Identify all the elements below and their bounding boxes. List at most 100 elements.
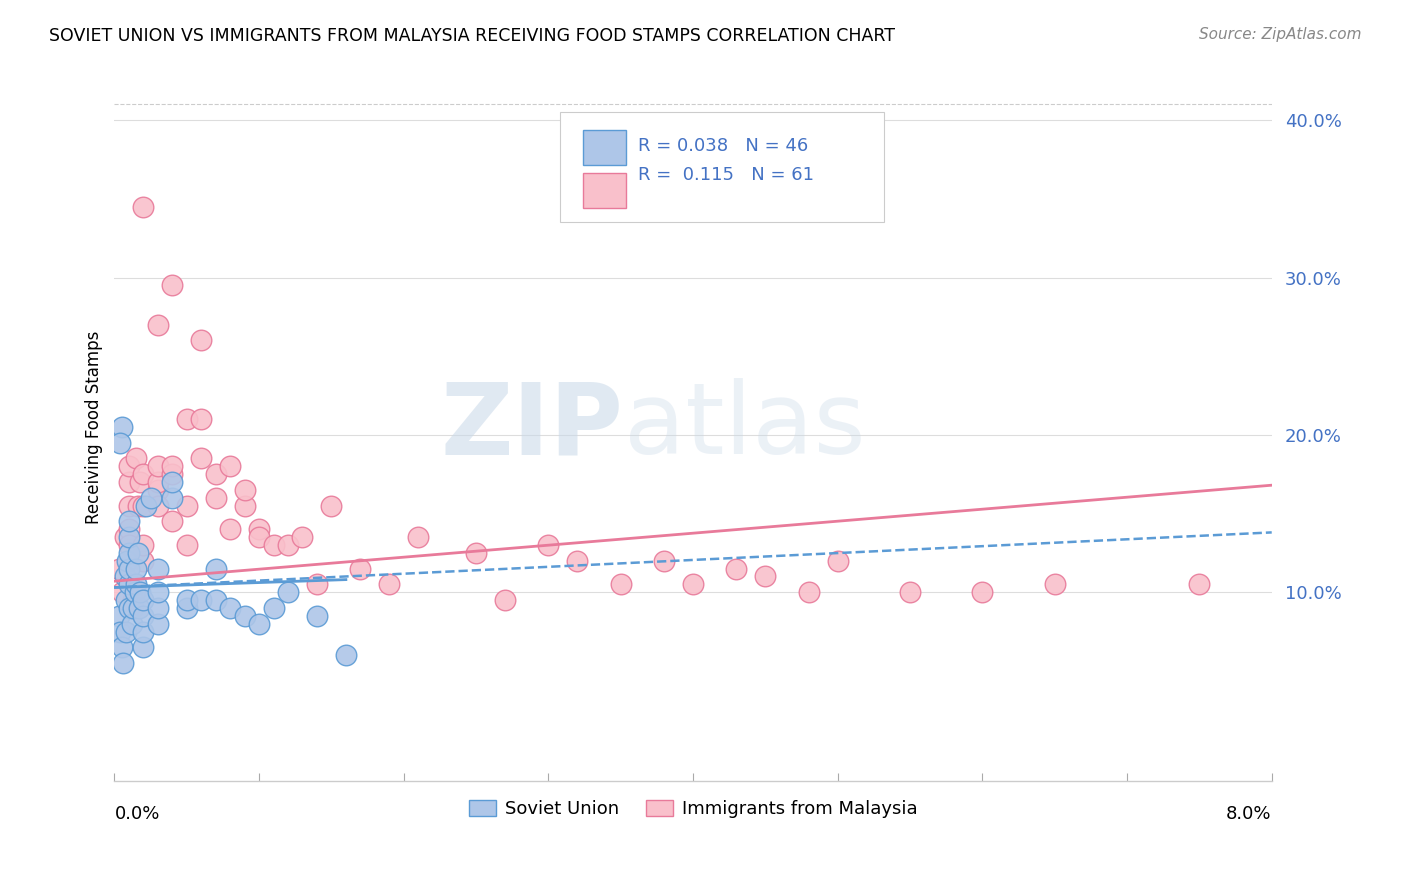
Point (162, 459, 184, 474)
Point (127, 499, 149, 513)
Point (114, 569, 136, 583)
Text: Source: ZipAtlas.com: Source: ZipAtlas.com (1198, 27, 1361, 42)
Point (247, 530, 270, 544)
Text: SOVIET UNION VS IMMIGRANTS FROM MALAYSIA RECEIVING FOOD STAMPS CORRELATION CHART: SOVIET UNION VS IMMIGRANTS FROM MALAYSIA… (49, 27, 896, 45)
Point (190, 412, 212, 426)
Point (277, 585, 299, 599)
Point (219, 459, 242, 474)
Point (162, 467, 184, 482)
Point (146, 561, 169, 575)
Text: R = 0.038   N = 46: R = 0.038 N = 46 (637, 136, 808, 154)
Point (118, 475, 141, 489)
Text: ZIP: ZIP (440, 378, 624, 475)
Point (146, 601, 169, 615)
Point (898, 585, 921, 599)
Point (121, 616, 143, 631)
Text: atlas: atlas (624, 378, 865, 475)
Point (132, 467, 155, 482)
Point (219, 601, 242, 615)
Point (146, 616, 169, 631)
Point (121, 601, 143, 615)
Point (112, 656, 135, 670)
Point (176, 499, 198, 513)
Point (118, 561, 141, 575)
Point (1188, 577, 1211, 591)
Point (1043, 577, 1066, 591)
Point (132, 538, 155, 552)
Point (118, 515, 141, 529)
Point (118, 522, 141, 536)
Point (107, 608, 129, 623)
Point (406, 530, 429, 544)
Point (972, 585, 994, 599)
Point (125, 561, 148, 575)
Point (305, 608, 328, 623)
Point (537, 538, 560, 552)
Point (107, 561, 129, 575)
Point (132, 624, 155, 639)
Legend: Soviet Union, Immigrants from Malaysia: Soviet Union, Immigrants from Malaysia (461, 792, 925, 825)
Point (233, 499, 256, 513)
Point (725, 561, 748, 575)
Point (754, 569, 776, 583)
Point (115, 624, 138, 639)
Point (146, 475, 169, 489)
Point (277, 538, 299, 552)
Text: 8.0%: 8.0% (1226, 805, 1271, 822)
Point (176, 412, 198, 426)
Point (132, 608, 155, 623)
Text: R =  0.115   N = 61: R = 0.115 N = 61 (637, 167, 814, 185)
Point (247, 616, 270, 631)
Point (122, 593, 145, 607)
Point (146, 318, 169, 332)
Point (204, 593, 226, 607)
Point (114, 530, 136, 544)
Point (162, 515, 184, 529)
Point (335, 648, 357, 662)
Point (118, 538, 141, 552)
Point (233, 608, 256, 623)
Point (127, 546, 149, 560)
Point (204, 561, 226, 575)
Point (118, 530, 141, 544)
Point (682, 577, 704, 591)
Point (494, 593, 516, 607)
Point (118, 499, 141, 513)
Point (146, 499, 169, 513)
Point (135, 499, 157, 513)
Point (124, 585, 146, 599)
Point (263, 538, 285, 552)
Point (190, 334, 212, 348)
Point (162, 278, 184, 293)
Point (204, 491, 226, 505)
Point (139, 491, 162, 505)
Point (378, 577, 401, 591)
Point (567, 554, 589, 568)
Point (132, 593, 155, 607)
Point (129, 585, 152, 599)
Point (117, 554, 139, 568)
Point (125, 451, 148, 466)
Point (132, 554, 155, 568)
Point (204, 467, 226, 482)
Point (652, 554, 675, 568)
Point (111, 640, 134, 655)
Point (118, 459, 141, 474)
Text: 0.0%: 0.0% (114, 805, 160, 822)
Point (321, 499, 343, 513)
FancyBboxPatch shape (560, 112, 884, 222)
Point (190, 451, 212, 466)
Point (609, 577, 631, 591)
Point (305, 577, 328, 591)
Point (115, 593, 138, 607)
Point (176, 538, 198, 552)
Point (111, 585, 134, 599)
Point (162, 491, 184, 505)
Y-axis label: Receiving Food Stamps: Receiving Food Stamps (86, 330, 103, 524)
Point (146, 585, 169, 599)
Point (219, 522, 242, 536)
Point (118, 546, 141, 560)
Point (146, 483, 169, 497)
Point (162, 475, 184, 489)
Point (797, 585, 820, 599)
